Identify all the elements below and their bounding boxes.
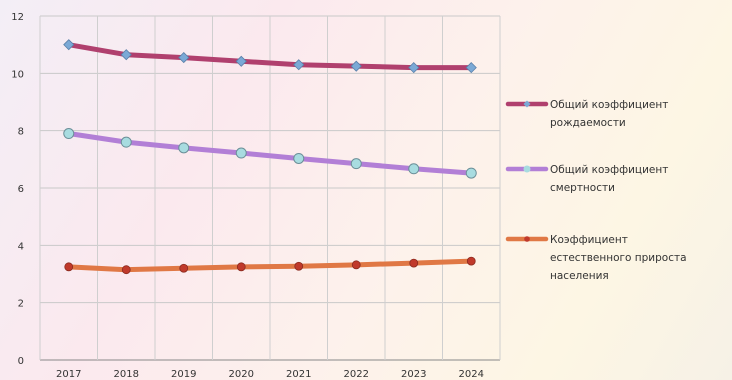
data-point <box>408 163 420 175</box>
data-point <box>350 158 362 170</box>
legend-label: Общий коэффициент <box>550 99 668 111</box>
y-tick-label: 10 <box>11 69 24 80</box>
data-point <box>409 258 419 268</box>
series-line <box>66 258 474 273</box>
x-tick-label: 2020 <box>229 369 254 380</box>
x-tick-label: 2021 <box>286 369 311 380</box>
data-point <box>178 142 190 154</box>
data-point <box>236 262 246 272</box>
data-point <box>178 52 190 64</box>
legend-marker <box>523 100 531 108</box>
y-tick-label: 2 <box>18 299 24 310</box>
data-point <box>63 39 75 51</box>
data-point <box>64 262 74 272</box>
x-tick-label: 2024 <box>459 369 484 380</box>
data-point <box>293 152 305 164</box>
data-point <box>120 136 132 148</box>
legend-marker <box>523 165 531 173</box>
data-point <box>350 60 362 72</box>
data-point <box>293 59 305 71</box>
series-line <box>66 131 474 176</box>
y-tick-label: 12 <box>11 12 24 23</box>
x-tick-label: 2018 <box>114 369 139 380</box>
data-point <box>63 128 75 140</box>
legend-label: рождаемости <box>550 117 626 129</box>
data-point <box>179 263 189 273</box>
data-point <box>121 265 131 275</box>
series-group <box>63 39 477 275</box>
x-tick-label: 2019 <box>171 369 196 380</box>
x-tick-label: 2022 <box>344 369 369 380</box>
legend-item-2: Общий коэффициент смертности <box>505 164 668 194</box>
y-tick-label: 0 <box>18 356 24 367</box>
data-point <box>351 260 361 270</box>
legend-label: населения <box>550 270 609 282</box>
data-point <box>465 167 477 179</box>
y-tick-label: 4 <box>18 241 24 252</box>
data-point <box>235 55 247 67</box>
series-3 <box>64 256 476 275</box>
series-2 <box>63 128 477 179</box>
data-point <box>235 147 247 159</box>
x-tick-label: 2023 <box>401 369 426 380</box>
x-tick-label: 2017 <box>56 369 81 380</box>
axes: 0 2 4 6 8 10 12 2017 2018 2019 2020 2021 2022 2023 202… <box>11 12 484 380</box>
legend-label: Коэффициент <box>550 234 628 246</box>
y-tick-label: 8 <box>18 127 24 138</box>
data-point <box>465 62 477 74</box>
legend-label: смертности <box>550 182 615 194</box>
legend-item-1: Общий коэффициент рождаемости <box>505 99 668 129</box>
y-tick-label: 6 <box>18 184 24 195</box>
legend-item-3: Коэффициент естественного прироста населен… <box>505 234 687 282</box>
legend-label: Общий коэффициент <box>550 164 668 176</box>
data-point <box>294 261 304 271</box>
data-point <box>120 49 132 61</box>
legend-label: естественного прироста <box>550 252 687 264</box>
series-line <box>66 42 474 71</box>
series-1 <box>63 39 477 74</box>
grid <box>39 15 501 361</box>
legend-marker <box>524 236 530 242</box>
data-point <box>408 62 420 74</box>
data-point <box>466 256 476 266</box>
